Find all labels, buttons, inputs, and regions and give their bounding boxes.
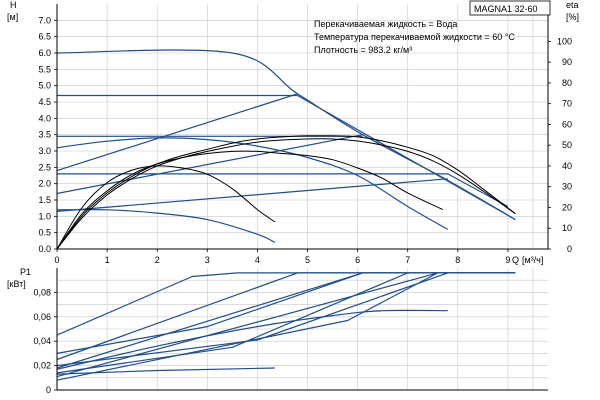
- head-tick-label: 6.5: [38, 32, 51, 42]
- head-curves: [56, 49, 516, 250]
- power-curve: [56, 272, 363, 354]
- y-axis-unit: [м]: [7, 12, 18, 22]
- q-tick-label: 4: [255, 255, 260, 265]
- q-tick-label: 3: [205, 255, 210, 265]
- annotation-temperature: Температура перекачиваемой жидкости = 60…: [314, 32, 515, 42]
- head-curve: [56, 49, 516, 221]
- efficiency-curve: [56, 150, 444, 250]
- power-tick-label: 0,06: [33, 312, 51, 322]
- power-tick-label: 0: [46, 385, 51, 395]
- head-tick-label: 4.0: [38, 113, 51, 123]
- q-tick-label: 7: [405, 255, 410, 265]
- head-axis-ticks: 0.0 0.5 1.0 1.5 2.0 2.5 3.0 3.5 4.0 4.5 5.0 5.5 6.0 6…: [38, 15, 572, 265]
- eta-tick-label: 50: [562, 140, 572, 150]
- q-tick-label: 6: [355, 255, 360, 265]
- eta-tick-label: 40: [562, 161, 572, 171]
- head-tick-label: 1.0: [38, 211, 51, 221]
- power-curve: [56, 272, 516, 369]
- head-tick-label: 5.0: [38, 81, 51, 91]
- power-tick-label: 0,02: [33, 361, 51, 371]
- efficiency-curve: [56, 138, 516, 250]
- y2-axis-title: eta: [566, 0, 579, 10]
- head-curve: [56, 134, 363, 195]
- head-tick-label: 3.5: [38, 130, 51, 140]
- head-tick-label: 3.0: [38, 146, 51, 156]
- power-chart-frame: [56, 268, 548, 391]
- eta-tick-label: 90: [562, 57, 572, 67]
- head-tick-label: 2.0: [38, 179, 51, 189]
- annotation-density: Плотность = 983.2 кг/м³: [314, 45, 412, 55]
- power-axis-title: P1: [20, 267, 31, 277]
- x-axis-title: Q: [512, 255, 519, 265]
- power-tick-label: 0,08: [33, 287, 51, 297]
- power-curve: [56, 272, 439, 381]
- power-curve: [56, 309, 448, 370]
- head-tick-label: 4.5: [38, 97, 51, 107]
- head-curve: [56, 137, 449, 230]
- q-tick-label: 1: [105, 255, 110, 265]
- model-title: MAGNA1 32-60: [474, 4, 538, 14]
- power-curve: [56, 367, 275, 375]
- head-tick-label: 0.0: [38, 244, 51, 254]
- eta-tick-label: 80: [562, 78, 572, 88]
- head-curve: [56, 93, 298, 172]
- annotation-fluid: Перекачиваемая жидкость = Вода: [314, 19, 457, 29]
- head-curve: [56, 208, 276, 244]
- head-curve: [57, 173, 509, 208]
- eta-tick-label: 20: [562, 202, 572, 212]
- power-curve: [56, 272, 408, 374]
- q-tick-label: 9: [505, 255, 510, 265]
- head-tick-label: 5.5: [38, 64, 51, 74]
- eta-tick-label: 70: [562, 99, 572, 109]
- eta-tick-label: 30: [562, 182, 572, 192]
- power-chart-grid: [57, 268, 548, 390]
- head-curve: [56, 178, 448, 212]
- head-tick-label: 0.5: [38, 228, 51, 238]
- power-tick-label: 0,04: [33, 336, 51, 346]
- model-title-box: [469, 0, 551, 16]
- x-axis-unit: [м³/ч]: [522, 255, 543, 265]
- power-curve: [56, 272, 448, 367]
- power-axis-unit: [кВт]: [7, 279, 26, 289]
- head-chart-frame: [56, 4, 549, 250]
- eta-tick-label: 0: [567, 244, 572, 254]
- head-tick-label: 2.5: [38, 162, 51, 172]
- head-tick-label: 6.0: [38, 48, 51, 58]
- head-curve: [57, 94, 516, 221]
- q-tick-label: 8: [455, 255, 460, 265]
- head-tick-label: 7.0: [38, 15, 51, 25]
- efficiency-curve: [56, 135, 516, 250]
- q-tick-label: 0: [54, 255, 59, 265]
- y-axis-title: H: [10, 0, 17, 10]
- head-tick-label: 1.5: [38, 195, 51, 205]
- y2-axis-unit: [%]: [566, 12, 579, 22]
- q-tick-label: 5: [305, 255, 310, 265]
- eta-tick-label: 10: [562, 223, 572, 233]
- efficiency-curve: [56, 165, 276, 250]
- q-tick-label: 2: [155, 255, 160, 265]
- power-curve: [56, 272, 516, 336]
- eta-tick-label: 60: [562, 119, 572, 129]
- eta-tick-label: 100: [557, 36, 572, 46]
- power-axis-ticks: 0 0,02 0,04 0,06 0,08: [33, 287, 57, 395]
- power-curves: [56, 272, 516, 381]
